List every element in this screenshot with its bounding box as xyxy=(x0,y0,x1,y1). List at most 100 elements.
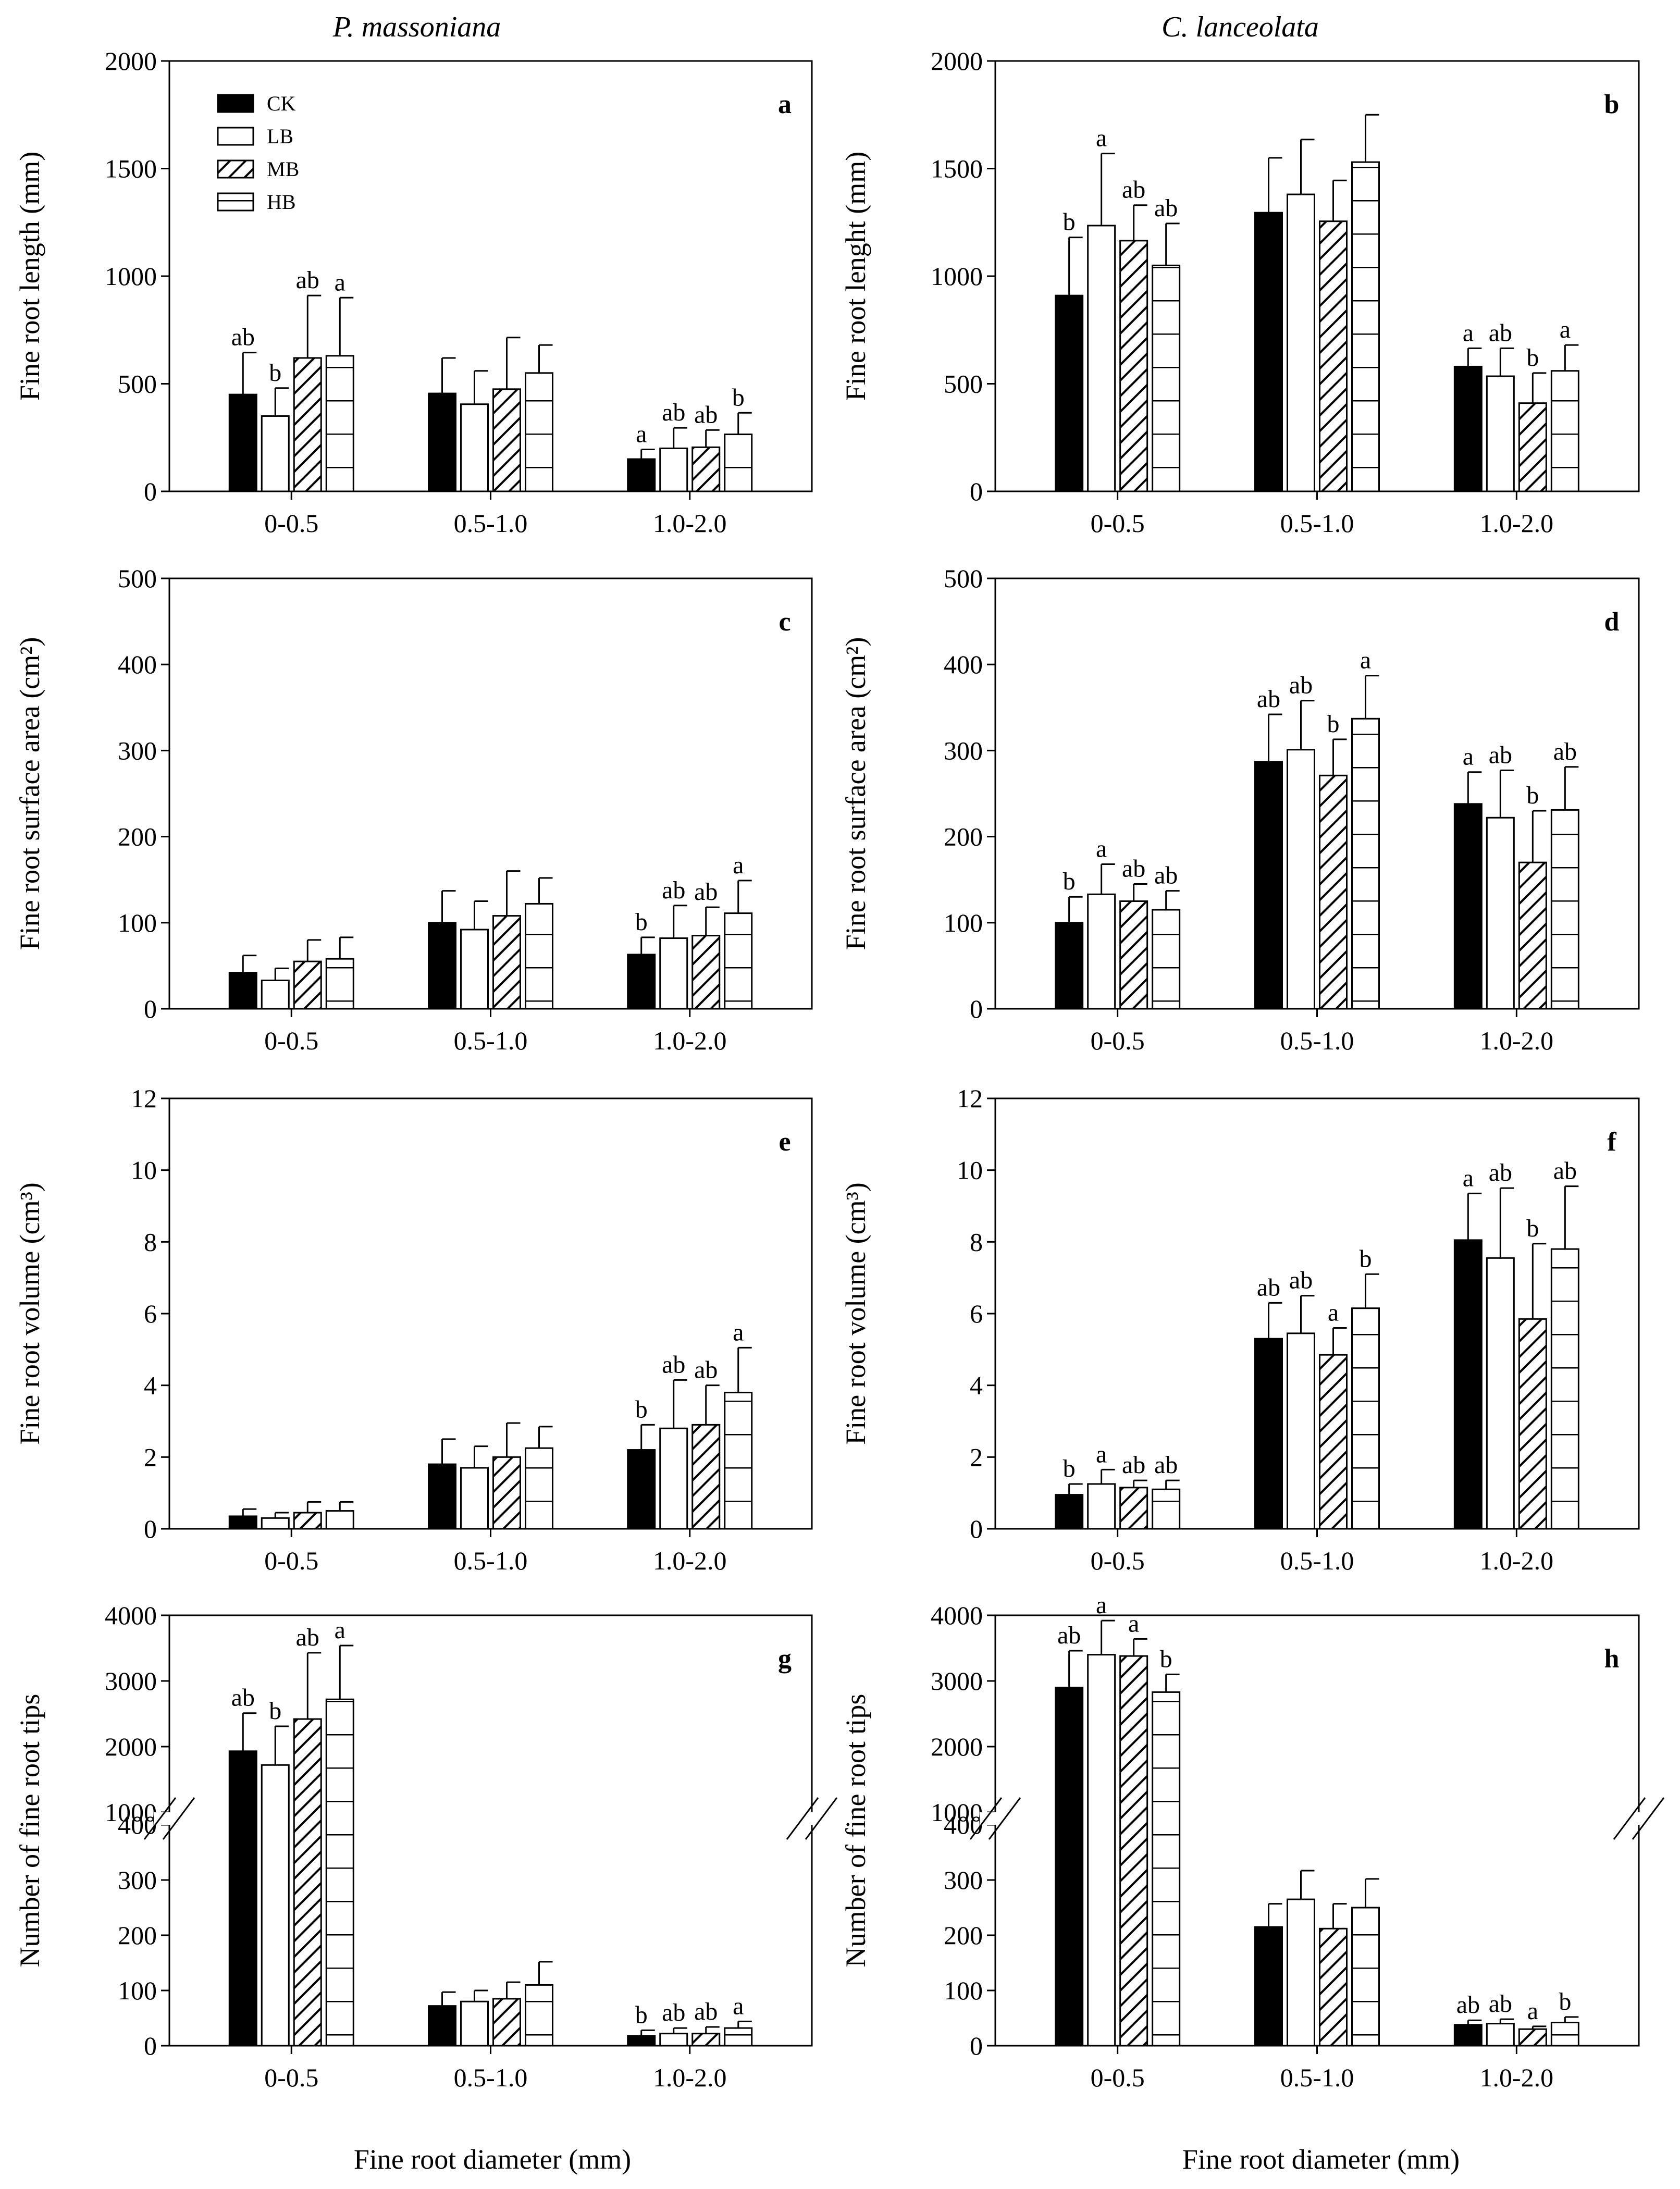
bar-lb xyxy=(1287,1898,1315,2047)
y-tick-label: 4000 xyxy=(105,1601,157,1630)
bar-lb xyxy=(261,1764,290,2047)
y-tick-label: 100 xyxy=(118,908,157,937)
axis-break-gap xyxy=(154,1812,185,1825)
bar-mb xyxy=(1319,1354,1348,1530)
y-tick-label: 4000 xyxy=(931,1601,983,1630)
bar-ck xyxy=(428,2005,456,2047)
y-tick-label: 10 xyxy=(131,1156,157,1185)
significance-label: ab xyxy=(662,1999,685,2026)
bar-mb xyxy=(691,935,721,1010)
bar-lb xyxy=(1287,193,1315,492)
bar-hb xyxy=(1351,718,1380,1010)
significance-label: b xyxy=(1559,1988,1571,2015)
bar-mb xyxy=(1518,2028,1547,2047)
x-category-label: 0.5-1.0 xyxy=(454,1026,528,1055)
y-tick-label: 3000 xyxy=(931,1666,983,1696)
significance-label: ab xyxy=(296,266,319,294)
y-axis-title: Fine root volume (cm³) xyxy=(14,1182,45,1445)
bar-mb xyxy=(1119,1655,1148,2047)
x-category-label: 0.5-1.0 xyxy=(1280,1546,1354,1575)
significance-label: ab xyxy=(662,399,685,426)
bar-lb xyxy=(1287,1332,1315,1530)
bar-mb xyxy=(492,1998,521,2047)
y-tick-label: 1000 xyxy=(931,262,983,291)
y-tick-label: 300 xyxy=(944,736,983,765)
bar-hb xyxy=(1550,370,1579,492)
significance-label: a xyxy=(733,1318,744,1346)
bar-mb xyxy=(492,388,521,492)
y-tick-label: 200 xyxy=(944,822,983,851)
axis-break-gap xyxy=(1623,1812,1654,1825)
bar-hb xyxy=(525,372,553,492)
significance-label: a xyxy=(1360,647,1371,674)
legend-label: MB xyxy=(267,157,299,181)
x-category-label: 0-0.5 xyxy=(264,509,318,538)
y-tick-label: 1000 xyxy=(105,1798,157,1827)
y-tick-label: 400 xyxy=(944,1810,983,1839)
bar-ck xyxy=(228,1750,257,2047)
bar-mb xyxy=(1518,402,1547,492)
y-tick-label: 1500 xyxy=(105,154,157,183)
y-tick-label: 100 xyxy=(944,908,983,937)
bar-hb xyxy=(325,355,354,492)
significance-label: ab xyxy=(1122,1451,1145,1479)
x-category-label: 0.5-1.0 xyxy=(454,509,528,538)
bar-hb xyxy=(1550,2021,1579,2047)
bar-lb xyxy=(460,929,489,1010)
x-axis-title-left: Fine root diameter (mm) xyxy=(354,2144,631,2175)
x-category-label: 0-0.5 xyxy=(1091,1546,1145,1575)
y-tick-label: 1000 xyxy=(931,1798,983,1827)
y-tick-label: 4 xyxy=(970,1371,983,1400)
y-tick-label: 0 xyxy=(970,994,983,1023)
significance-label: a xyxy=(1096,1591,1107,1619)
legend-swatch-hb xyxy=(217,192,254,212)
axis-break-mark xyxy=(988,1797,1021,1840)
panel-letter: d xyxy=(1604,607,1620,637)
y-tick-label: 6 xyxy=(144,1299,157,1328)
significance-label: a xyxy=(1328,1299,1339,1327)
significance-label: ab xyxy=(231,324,255,351)
y-tick-label: 2 xyxy=(970,1442,983,1471)
y-tick-label: 4 xyxy=(144,1371,157,1400)
significance-label: b xyxy=(635,2001,648,2029)
bar-lb xyxy=(659,2033,688,2047)
significance-label: b xyxy=(635,1395,648,1423)
significance-label: b xyxy=(1526,344,1539,372)
bar-hb xyxy=(1351,161,1380,492)
bar-ck xyxy=(1453,365,1483,492)
significance-label: ab xyxy=(1489,741,1512,769)
legend-label: HB xyxy=(267,190,296,214)
significance-label: ab xyxy=(1553,738,1577,765)
bar-ck xyxy=(627,954,656,1010)
x-category-label: 0-0.5 xyxy=(1091,1026,1145,1055)
significance-label: ab xyxy=(231,1684,255,1712)
bar-hb xyxy=(1550,809,1579,1010)
x-category-label: 1.0-2.0 xyxy=(653,2063,727,2092)
bar-hb xyxy=(724,1391,753,1530)
significance-label: ab xyxy=(1553,1157,1577,1185)
legend-swatch-lb xyxy=(217,127,254,146)
bar-ck xyxy=(228,393,257,492)
significance-label: b xyxy=(1526,1215,1539,1242)
bar-ck xyxy=(627,2035,656,2047)
significance-label: ab xyxy=(1257,685,1280,713)
legend-label: LB xyxy=(267,125,293,148)
bar-hb xyxy=(525,902,553,1010)
x-category-label: 1.0-2.0 xyxy=(653,1546,727,1575)
significance-label: a xyxy=(1463,1164,1474,1192)
significance-label: b xyxy=(269,359,281,387)
panel-letter: h xyxy=(1604,1644,1620,1674)
significance-label: ab xyxy=(662,876,685,904)
bar-mb xyxy=(293,1512,322,1530)
axis-break-gap xyxy=(980,1812,1011,1825)
x-category-label: 0-0.5 xyxy=(264,1026,318,1055)
bar-hb xyxy=(525,1984,553,2047)
y-tick-label: 200 xyxy=(118,1921,157,1950)
significance-label: ab xyxy=(1057,1622,1081,1649)
significance-label: a xyxy=(1096,1440,1107,1468)
panel-letter: c xyxy=(779,607,790,637)
x-category-label: 0.5-1.0 xyxy=(1280,1026,1354,1055)
significance-label: a xyxy=(733,1992,744,2020)
